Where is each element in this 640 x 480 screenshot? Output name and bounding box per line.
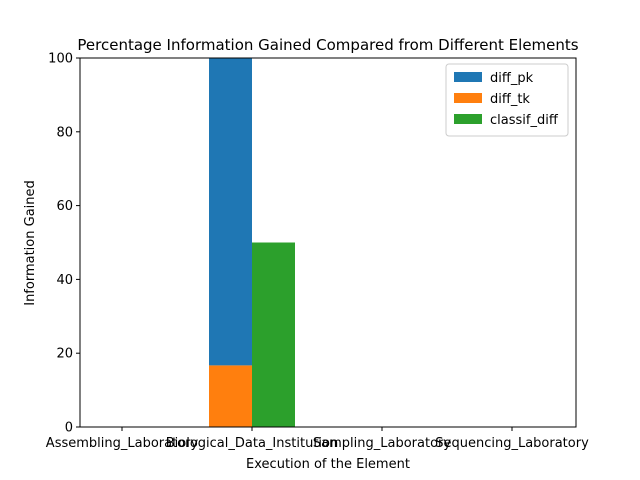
plot-frame (79, 57, 577, 428)
y-axis-label: Information Gained (23, 180, 38, 306)
y-tick-label: 20 (56, 347, 73, 362)
y-tick-label: 100 (48, 52, 73, 67)
legend-swatch-diff_tk (454, 93, 482, 103)
legend-swatch-diff_pk (454, 72, 482, 82)
legend: diff_pk diff_tk classif_diff (445, 63, 569, 137)
y-tick-label: 40 (56, 273, 73, 288)
y-tick-label: 80 (56, 125, 73, 140)
y-tick-label: 60 (56, 199, 73, 214)
legend-label-classif_diff: classif_diff (490, 113, 559, 128)
x-tick-label: Biological_Data_Institution (166, 436, 338, 451)
chart-title: Percentage Information Gained Compared f… (77, 36, 578, 54)
bar-diff_tk-Biological_Data_Institution (209, 365, 252, 427)
x-tick-label: Sampling_Laboratory (313, 436, 451, 451)
legend-swatch-classif_diff (454, 114, 482, 124)
x-axis-ticks: Assembling_LaboratoryBiological_Data_Ins… (46, 427, 589, 451)
y-axis-ticks: 0 20 40 60 80 100 (48, 52, 80, 436)
legend-label-diff_pk: diff_pk (490, 71, 534, 86)
bars-layer (209, 58, 295, 427)
bar-diff_pk-Biological_Data_Institution (209, 58, 252, 366)
x-tick-label: Sequencing_Laboratory (435, 436, 589, 451)
x-tick-label: Assembling_Laboratory (46, 436, 199, 451)
x-axis-label: Execution of the Element (246, 457, 410, 472)
legend-label-diff_tk: diff_tk (490, 92, 530, 107)
bar-classif_diff-Biological_Data_Institution (252, 242, 295, 427)
y-tick-label: 0 (65, 421, 73, 436)
